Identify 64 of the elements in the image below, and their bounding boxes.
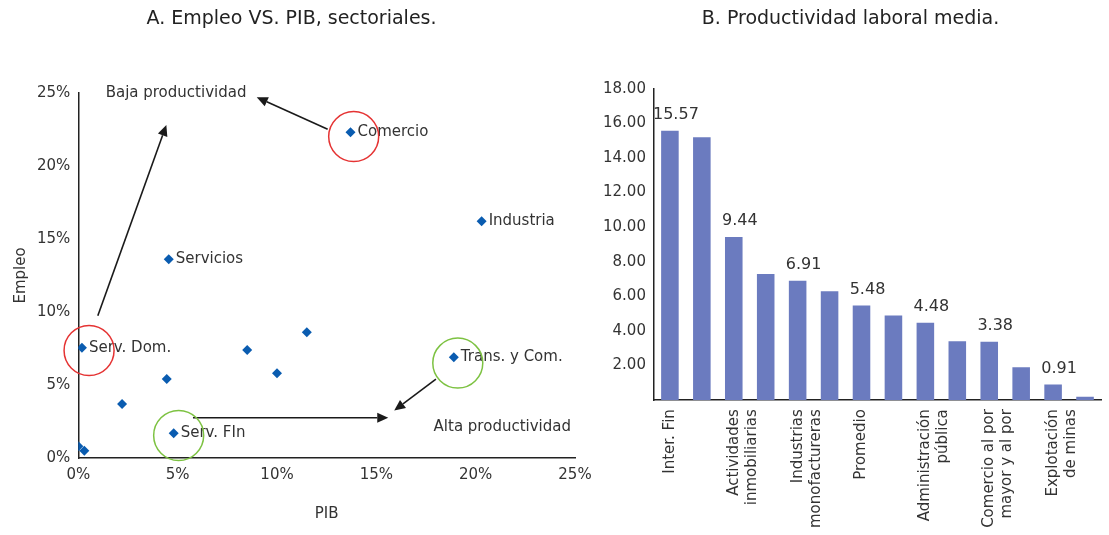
data-label: 3.38 [977,314,1014,334]
bar [884,315,903,401]
y-tick-label: 25% [37,82,71,101]
x-tick-label: Administración pública [915,409,952,522]
data-label: 0.91 [1041,357,1077,377]
x-tick-label: Inter. Fin [659,409,678,474]
y-tick-label: 20% [37,155,71,174]
y-tick-label: 15% [37,228,71,247]
bar [693,137,711,401]
point [448,352,459,363]
x-tick-label: Actividades inmobiliarias [723,409,760,506]
y-tick-label: 8.00 [612,251,646,270]
data-label: 5.48 [849,278,886,298]
point [345,127,356,138]
chart-title: A. Empleo VS. PIB, sectoriales. [146,6,437,29]
bar [916,322,935,401]
annotation: Servicios [175,249,244,268]
x-tick-label: 5% [165,464,190,483]
point [242,344,253,355]
bar [756,273,775,401]
point [79,445,90,456]
y-tick-label: 18.00 [602,78,646,97]
point [117,398,128,409]
point [163,254,174,265]
y-tick-label: 10% [37,301,71,320]
y-tick-label: 16.00 [602,113,646,132]
x-axis-title: PIB [314,503,339,522]
y-tick-label: 6.00 [612,286,646,305]
x-tick-label: 10% [260,464,294,483]
bar [948,341,967,401]
x-tick-label: 15% [359,464,394,483]
bar [788,280,807,401]
chart-title: B. Productividad laboral media. [701,6,1000,29]
y-tick-label: 5% [46,374,71,393]
y-axis-title: Empleo [10,247,29,304]
bar [724,236,743,401]
point [161,374,172,385]
data-label: 9.44 [721,210,758,230]
annotation: Alta productividad [433,416,571,435]
annotation: Baja productividad [105,82,247,101]
y-tick-label: 12.00 [602,182,646,201]
bar [980,341,999,401]
data-label: 4.48 [913,295,950,315]
x-tick-label: 20% [459,464,493,483]
x-tick-label: 0% [66,464,91,483]
point [272,368,282,379]
bar [1044,384,1062,401]
bar [820,291,839,401]
point [168,428,179,439]
y-tick-label: 14.00 [602,147,646,166]
bar [1012,367,1030,401]
x-tick-label: 25% [558,464,592,483]
bar [661,130,679,401]
x-tick-label: Promedio [851,409,870,480]
y-tick-label: 4.00 [612,320,646,339]
point [301,327,312,338]
data-label: 15.57 [653,103,699,123]
y-tick-label: 10.00 [602,217,646,236]
annotation: Industria [488,211,555,230]
data-label: 6.91 [785,253,822,273]
y-tick-label: 2.00 [612,355,646,374]
bar [852,305,871,401]
point [476,216,487,227]
point [78,342,87,353]
